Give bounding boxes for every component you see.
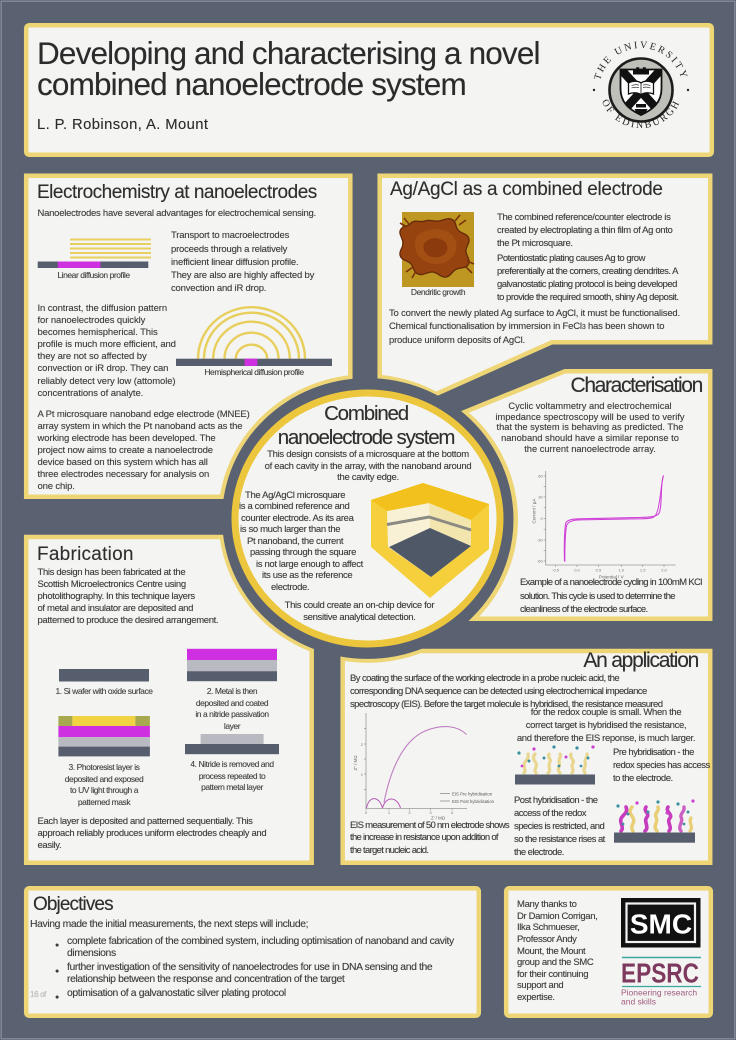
svg-text:and skills: and skills <box>621 997 656 1007</box>
svg-text:0: 0 <box>540 516 543 521</box>
svg-text:1.0: 1.0 <box>619 568 625 573</box>
svg-text:0.0: 0.0 <box>574 568 580 573</box>
svg-text:0: 0 <box>365 810 368 815</box>
svg-text:60: 60 <box>538 474 543 479</box>
svg-text:2.0: 2.0 <box>661 568 667 573</box>
svg-text:1: 1 <box>361 772 364 777</box>
svg-text:EIS Pre hybridisation: EIS Pre hybridisation <box>452 792 493 797</box>
svg-text:EPSRC: EPSRC <box>621 958 699 989</box>
svg-text:SMC: SMC <box>630 909 692 940</box>
svg-text:-30: -30 <box>537 538 544 543</box>
svg-text:Pioneering research: Pioneering research <box>621 988 697 998</box>
svg-text:2: 2 <box>361 742 364 747</box>
svg-text:Z'' / MΩ: Z'' / MΩ <box>353 755 358 771</box>
svg-text:1: 1 <box>388 810 391 815</box>
svg-text:0.5: 0.5 <box>596 568 602 573</box>
svg-text:-0.5: -0.5 <box>552 568 560 573</box>
svg-text:2: 2 <box>408 810 411 815</box>
svg-text:30: 30 <box>538 495 543 500</box>
svg-text:-60: -60 <box>537 559 544 564</box>
svg-text:Z' / MΩ: Z' / MΩ <box>431 816 446 821</box>
svg-text:4: 4 <box>451 810 454 815</box>
svg-text:3: 3 <box>429 810 432 815</box>
svg-text:Current / µA: Current / µA <box>531 498 536 524</box>
svg-text:Potential / V: Potential / V <box>599 575 625 580</box>
svg-text:1.5: 1.5 <box>640 568 646 573</box>
svg-text:EIS Post hybridisation: EIS Post hybridisation <box>452 799 495 804</box>
